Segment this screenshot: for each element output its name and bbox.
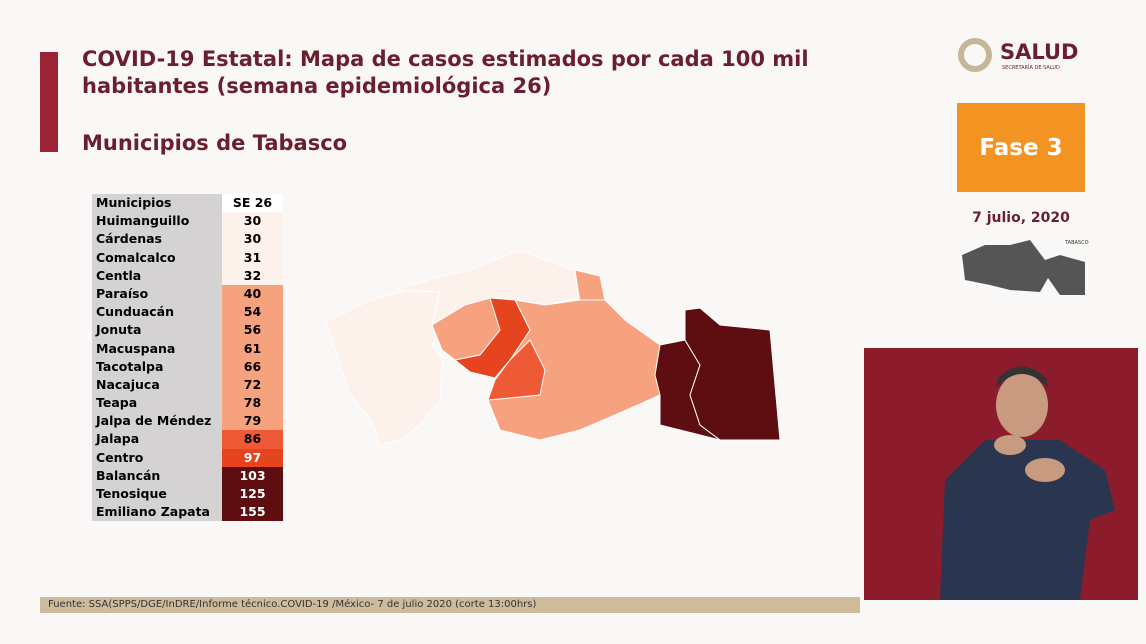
table-row: Cunduacán 54 (92, 303, 283, 322)
value-cell: 103 (222, 466, 283, 485)
value-cell: 61 (222, 339, 283, 358)
table-row: Comalcalco 31 (92, 248, 283, 267)
value-cell: 72 (222, 375, 283, 395)
value-cell: 56 (222, 321, 283, 340)
table-row: Paraíso 40 (92, 284, 283, 304)
table-row: Nacajuca 72 (92, 375, 283, 395)
value-cell: 54 (222, 303, 283, 322)
phase-badge: Fase 3 (957, 103, 1085, 192)
municipio-cell: Emiliano Zapata (92, 503, 222, 522)
value-cell: 30 (222, 212, 283, 231)
municipio-cell: Centla (92, 266, 222, 285)
slide-subtitle: Municipios de Tabasco (82, 131, 348, 155)
municipio-cell: Jalapa (92, 430, 222, 449)
table-row: Jalpa de Méndez 79 (92, 412, 283, 431)
municipio-cell: Balancán (92, 466, 222, 485)
value-cell: 66 (222, 357, 283, 376)
value-cell: 78 (222, 394, 283, 413)
slide-title: COVID-19 Estatal: Mapa de casos estimado… (82, 47, 809, 98)
accent-bar (40, 52, 58, 152)
source-footer: Fuente: SSA(SPPS/DGE/InDRE/Informe técni… (40, 597, 860, 613)
table-row: Teapa 78 (92, 394, 283, 413)
municipio-cell: Comalcalco (92, 248, 222, 267)
value-cell: 155 (222, 503, 283, 522)
value-cell: 30 (222, 230, 283, 249)
municipio-cell: Paraíso (92, 284, 222, 304)
header-cell: Municipios (92, 194, 222, 213)
interpreter-video (864, 348, 1138, 600)
table-header: Municipios SE 26 (92, 194, 283, 213)
table-row: Jalapa 86 (92, 430, 283, 449)
municipio-cell: Cunduacán (92, 303, 222, 322)
table-row: Balancán 103 (92, 466, 283, 485)
value-cell: 32 (222, 266, 283, 285)
state-silhouette (962, 240, 1085, 295)
municipio-cell: Teapa (92, 394, 222, 413)
table-row: Emiliano Zapata 155 (92, 503, 283, 522)
table-row: Jonuta 56 (92, 321, 283, 340)
municipio-cell: Huimanguillo (92, 212, 222, 231)
municipio-cell: Cárdenas (92, 230, 222, 249)
logo-tagline: SECRETARÍA DE SALUD (1002, 65, 1060, 71)
municipio-cell: Tacotalpa (92, 357, 222, 376)
municipio-cell: Jonuta (92, 321, 222, 340)
value-cell: 97 (222, 448, 283, 467)
state-label: TABASCO (1065, 240, 1089, 246)
logo-emblem (958, 38, 992, 72)
value-cell: 125 (222, 485, 283, 504)
table-row: Centla 32 (92, 266, 283, 285)
municipio-cell: Jalpa de Méndez (92, 412, 222, 431)
table-row: Cárdenas 30 (92, 230, 283, 249)
table-row: Tacotalpa 66 (92, 357, 283, 376)
table-row: Tenosique 125 (92, 485, 283, 504)
value-cell: 86 (222, 430, 283, 449)
municipio-cell: Nacajuca (92, 375, 222, 395)
table: Municipios SE 26 Huimanguillo 30 Cárdenas 30 C… (92, 194, 283, 522)
municipio-cell: Centro (92, 448, 222, 467)
table-row: Huimanguillo 30 (92, 212, 283, 231)
value-cell: 40 (222, 284, 283, 304)
logo-name: SALUD (1000, 40, 1079, 64)
date: 7 julio, 2020 (972, 210, 1070, 226)
value-cell: 31 (222, 248, 283, 267)
municipio-cell: Macuspana (92, 339, 222, 358)
value-cell: 79 (222, 412, 283, 431)
municipio-cell: Tenosique (92, 485, 222, 504)
header-cell: SE 26 (222, 194, 283, 213)
table-row: Centro 97 (92, 448, 283, 467)
table-row: Macuspana 61 (92, 339, 283, 358)
municipal-map (325, 249, 781, 446)
